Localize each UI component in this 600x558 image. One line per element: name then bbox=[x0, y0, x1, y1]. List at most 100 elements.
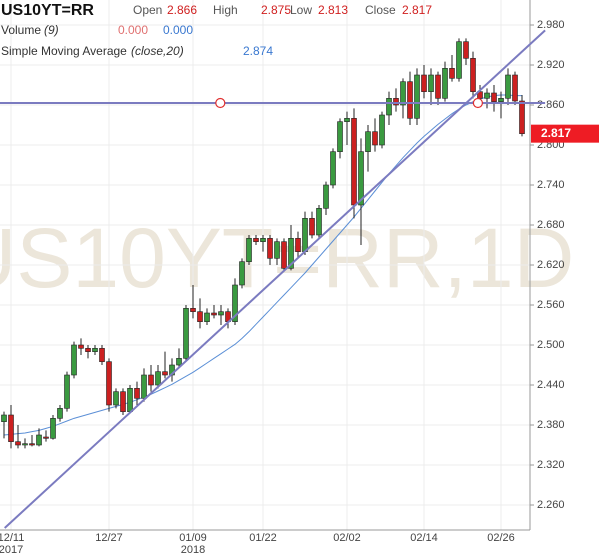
watermark: US10YT=RR,1D bbox=[0, 211, 574, 305]
candle-body bbox=[183, 308, 189, 359]
candle-body bbox=[400, 81, 406, 106]
volume-period: (9) bbox=[44, 23, 59, 37]
x-tick-label: 02/02 bbox=[333, 532, 361, 544]
y-tick-label: 2.980 bbox=[537, 19, 565, 31]
x-year-label: 2017 bbox=[0, 544, 23, 556]
candle-body bbox=[8, 414, 14, 442]
candle-body bbox=[407, 81, 413, 119]
candle-body bbox=[309, 218, 315, 236]
candle-body bbox=[512, 74, 518, 102]
candle-body bbox=[36, 434, 42, 446]
ticker: US10YT=RR bbox=[1, 2, 94, 19]
candle-body bbox=[302, 218, 308, 252]
candle-body bbox=[190, 308, 196, 312]
candle-body bbox=[463, 41, 469, 59]
candle-body bbox=[358, 151, 364, 206]
candle-body bbox=[211, 312, 217, 316]
volume-value: 0.000 bbox=[163, 23, 193, 37]
candle-body bbox=[155, 371, 161, 386]
candle-body bbox=[484, 92, 490, 99]
candle-body bbox=[260, 238, 266, 242]
x-tick-label: 02/26 bbox=[487, 532, 515, 544]
candle-body bbox=[162, 371, 168, 376]
candle-body bbox=[50, 418, 56, 439]
candle-body bbox=[274, 241, 280, 259]
candle-body bbox=[295, 238, 301, 252]
x-tick-label: 01/22 bbox=[249, 532, 277, 544]
candle-body bbox=[477, 91, 483, 99]
volume-value: 0.000 bbox=[118, 23, 148, 37]
x-tick-label: 02/14 bbox=[410, 532, 438, 544]
y-tick-label: 2.500 bbox=[537, 339, 565, 351]
candle-body bbox=[267, 238, 273, 259]
candle-body bbox=[57, 408, 63, 419]
close-value: 2.817 bbox=[402, 3, 432, 17]
y-tick-label: 2.560 bbox=[537, 299, 565, 311]
candle-body bbox=[281, 241, 287, 269]
candle-body bbox=[218, 311, 224, 316]
low-value: 2.813 bbox=[318, 3, 348, 17]
candle-body bbox=[428, 74, 434, 92]
candle-body bbox=[78, 344, 84, 349]
candle-body bbox=[421, 74, 427, 92]
price-label-box bbox=[531, 124, 599, 143]
candle-body bbox=[323, 184, 329, 209]
header: US10YT=RR Open 2.866 High 2.875 Low 2.81… bbox=[1, 2, 432, 58]
x-year-label: 2018 bbox=[181, 544, 205, 556]
candle-body bbox=[456, 41, 462, 79]
y-tick-label: 2.380 bbox=[537, 419, 565, 431]
candle-body bbox=[22, 443, 28, 446]
candle-body bbox=[365, 131, 371, 152]
candle-body bbox=[253, 238, 259, 242]
candle-body bbox=[316, 208, 322, 236]
price-label: 2.817 bbox=[541, 126, 571, 140]
candle-body bbox=[232, 284, 238, 322]
candle-body bbox=[71, 344, 77, 376]
candle-body bbox=[127, 388, 133, 412]
candle-body bbox=[344, 118, 350, 122]
sma-label: Simple Moving Average bbox=[1, 44, 127, 58]
candle-body bbox=[449, 68, 455, 79]
x-tick-label: 12/27 bbox=[95, 532, 123, 544]
candle-body bbox=[134, 388, 140, 399]
y-tick-label: 2.260 bbox=[537, 499, 565, 511]
y-tick-label: 2.320 bbox=[537, 459, 565, 471]
candle-body bbox=[92, 348, 98, 352]
x-tick-label: 12/11 bbox=[0, 532, 24, 544]
candle-body bbox=[442, 68, 448, 99]
candle-body bbox=[29, 443, 35, 446]
candle-body bbox=[414, 74, 420, 119]
candle-body bbox=[1, 414, 7, 422]
candle-body bbox=[148, 374, 154, 386]
candle-body bbox=[470, 58, 476, 92]
y-tick-label: 2.680 bbox=[537, 219, 565, 231]
close-label: Close bbox=[365, 3, 396, 17]
candle-body bbox=[288, 238, 294, 269]
y-tick-label: 2.440 bbox=[537, 379, 565, 391]
candle-body bbox=[85, 348, 91, 352]
candle-body bbox=[246, 238, 252, 262]
candle-body bbox=[379, 114, 385, 146]
candle-body bbox=[239, 261, 245, 286]
candle-body bbox=[176, 358, 182, 366]
trend-marker bbox=[215, 97, 226, 109]
candle-body bbox=[372, 131, 378, 146]
candle-body bbox=[106, 361, 112, 406]
candle-body bbox=[120, 391, 126, 412]
high-value: 2.875 bbox=[261, 3, 291, 17]
sma-value: 2.874 bbox=[243, 44, 273, 58]
candle-body bbox=[505, 74, 511, 99]
low-label: Low bbox=[290, 3, 312, 17]
candle-body bbox=[498, 98, 504, 102]
x-tick-label: 01/09 bbox=[179, 532, 207, 544]
y-tick-label: 2.920 bbox=[537, 59, 565, 71]
candle-body bbox=[491, 92, 497, 102]
candle-body bbox=[435, 74, 441, 99]
candle-body bbox=[43, 436, 49, 439]
candle-body bbox=[197, 311, 203, 322]
candle-body bbox=[393, 98, 399, 106]
candle-body bbox=[204, 312, 210, 322]
trend-marker bbox=[472, 97, 483, 109]
candle-body bbox=[99, 348, 105, 362]
